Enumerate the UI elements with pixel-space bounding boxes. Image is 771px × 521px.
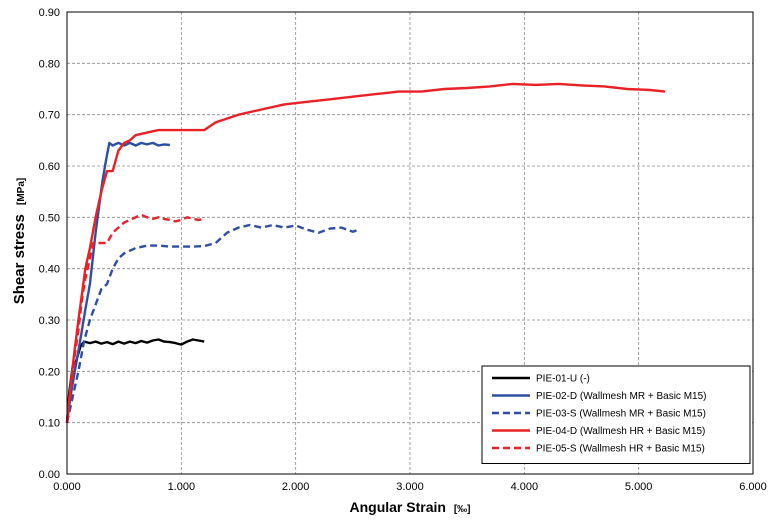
y-axis-title: Shear stress [MPa]: [11, 178, 28, 304]
legend-label: PIE-03-S (Wallmesh MR + Basic M15): [536, 409, 706, 420]
y-tick-label: 0.00: [39, 469, 60, 481]
series-line-5: [65, 213, 205, 423]
series-line-2: [65, 141, 171, 423]
y-tick-label: 0.50: [39, 212, 60, 224]
x-tick-label: 5.000: [625, 481, 653, 493]
y-tick-label: 0.10: [39, 418, 60, 430]
series-line-3: [65, 223, 359, 423]
x-tick-label: 4.000: [511, 481, 539, 493]
y-tick-label: 0.40: [39, 264, 60, 276]
series-line-1: [65, 338, 205, 423]
y-axis-unit: [MPa]: [16, 178, 27, 205]
y-tick-label: 0.90: [39, 7, 60, 19]
x-axis-title-text: Angular Strain: [349, 499, 445, 515]
y-tick-label: 0.60: [39, 161, 60, 173]
series-layer: [65, 82, 666, 423]
y-tick-label: 0.20: [39, 366, 60, 378]
y-tick-label: 0.70: [39, 110, 60, 122]
x-tick-label: 2.000: [282, 481, 310, 493]
y-tick-label: 0.30: [39, 315, 60, 327]
legend-label: PIE-02-D (Wallmesh MR + Basic M15): [536, 391, 707, 402]
plot-frame: [66, 11, 754, 475]
legend-label: PIE-01-U (-): [536, 374, 590, 385]
x-axis-title: Angular Strain [‰]: [349, 499, 470, 515]
legend-label: PIE-05-S (Wallmesh HR + Basic M15): [536, 444, 705, 455]
x-tick-label: 3.000: [396, 481, 424, 493]
series-line-4: [65, 82, 666, 423]
y-axis-title-text: Shear stress: [11, 214, 28, 304]
legend-label: PIE-04-D (Wallmesh HR + Basic M15): [536, 426, 705, 437]
legend: PIE-01-U (-) PIE-02-D (Wallmesh MR + Basi…: [481, 365, 751, 464]
x-axis-unit: [‰]: [454, 504, 471, 515]
y-tick-label: 0.80: [39, 58, 60, 70]
tick-layer: 0.000 1.000 2.000 3.000 4.000 5.000 6.000 0.00 0…: [39, 7, 767, 493]
x-tick-label: 0.000: [53, 481, 81, 493]
x-tick-label: 1.000: [168, 481, 196, 493]
x-tick-label: 6.000: [739, 481, 767, 493]
